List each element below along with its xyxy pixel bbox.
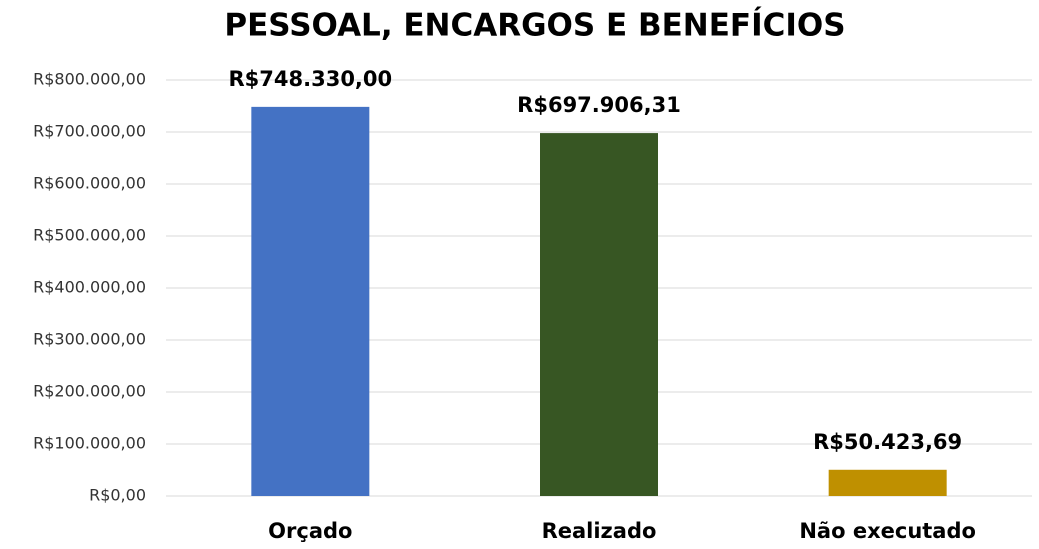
value-label: R$697.906,31 [517, 93, 681, 117]
bar [251, 106, 370, 496]
y-tick-label: R$700.000,00 [33, 122, 146, 141]
y-tick-label: R$800.000,00 [33, 70, 146, 89]
y-tick-label: R$400.000,00 [33, 278, 146, 297]
bar [828, 469, 947, 496]
value-label: R$50.423,69 [813, 430, 962, 454]
chart-title: PESSOAL, ENCARGOS E BENEFÍCIOS [224, 8, 845, 44]
y-tick-label: R$0,00 [89, 486, 146, 505]
x-tick-label: Não executado [799, 519, 976, 543]
x-tick-label: Orçado [268, 519, 352, 543]
y-tick-label: R$600.000,00 [33, 174, 146, 193]
y-tick-label: R$300.000,00 [33, 330, 146, 349]
y-tick-label: R$500.000,00 [33, 226, 146, 245]
x-tick-label: Realizado [542, 519, 657, 543]
y-tick-label: R$100.000,00 [33, 434, 146, 453]
value-label: R$748.330,00 [229, 67, 393, 91]
y-tick-label: R$200.000,00 [33, 382, 146, 401]
bar [540, 133, 658, 496]
